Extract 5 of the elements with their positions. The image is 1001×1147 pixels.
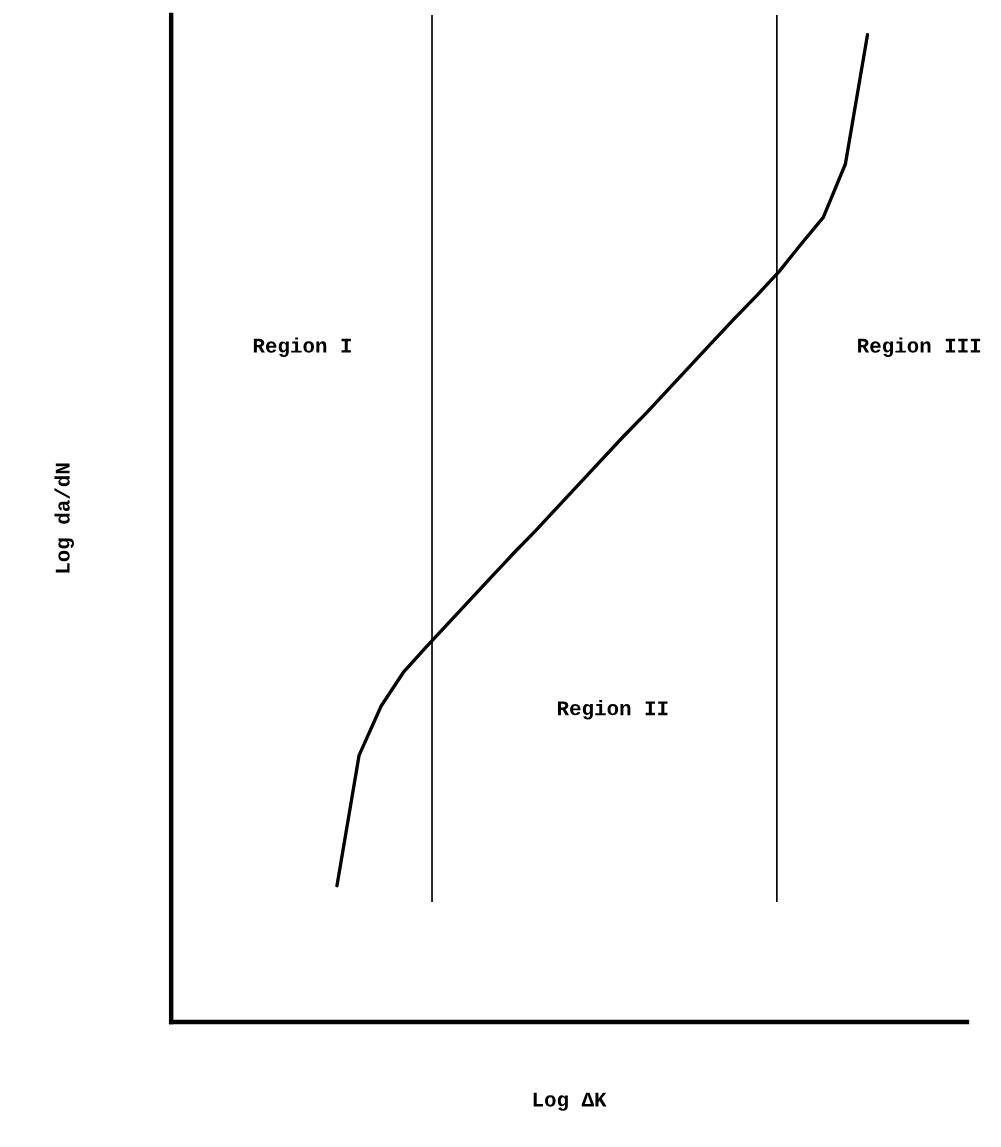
- annotation: Region III: [858, 337, 981, 357]
- annotation: Region II: [557, 700, 668, 720]
- x-axis-title: Log ΔK: [533, 1092, 607, 1111]
- annotation: Region I: [253, 337, 351, 357]
- y-axis-title: Log da/dN: [54, 463, 74, 573]
